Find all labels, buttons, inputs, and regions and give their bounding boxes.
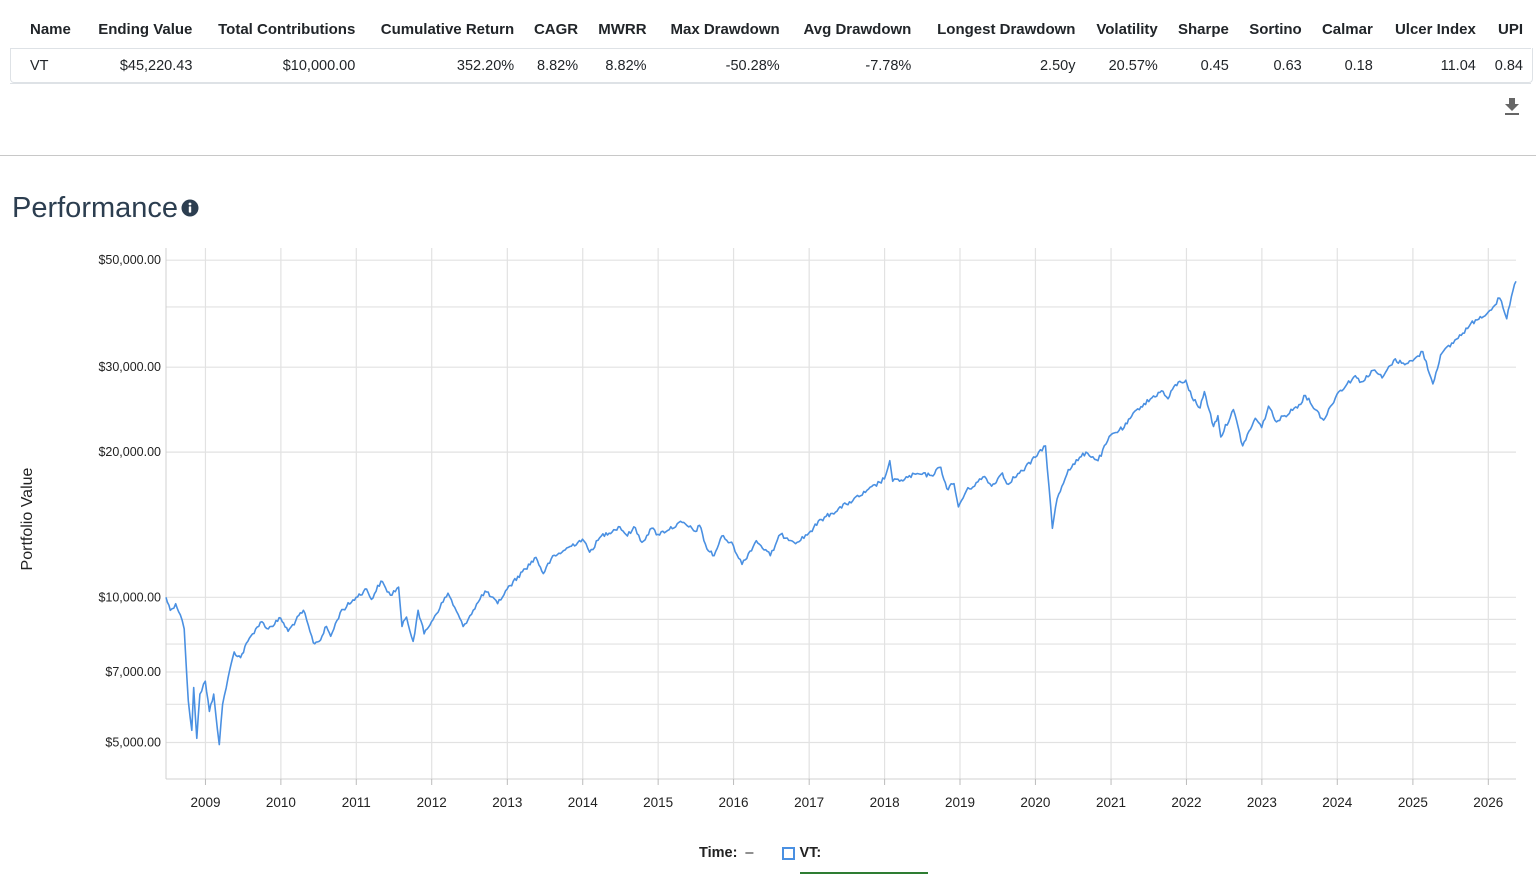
cell-cagr: 8.82% [522,48,587,84]
column-header-mwrr[interactable]: MWRR [586,10,655,49]
info-icon [181,199,199,217]
section-title: Performance [12,192,179,224]
x-tick-label: 2009 [190,795,220,810]
metrics-table: Name Ending Value Total Contributions Cu… [10,10,1531,84]
x-tick-label: 2014 [568,795,599,810]
x-tick-label: 2016 [719,795,749,810]
x-tick-label: 2015 [643,795,673,810]
download-button[interactable] [1500,95,1524,119]
x-tick-label: 2026 [1473,795,1503,810]
cell-avg-drawdown: -7.78% [787,48,920,84]
x-tick-label: 2022 [1171,795,1201,810]
cell-cumulative-return: 352.20% [363,48,523,84]
cell-ulcer-index: 11.04 [1380,48,1484,84]
column-header-ulcer-index[interactable]: Ulcer Index [1380,10,1484,49]
cell-name: VT [10,48,84,84]
column-header-cagr[interactable]: CAGR [522,10,587,49]
legend-series-label: VT: [799,845,822,861]
column-header-longest-drawdown[interactable]: Longest Drawdown [919,10,1084,49]
cell-sharpe: 0.45 [1165,48,1237,84]
x-tick-label: 2013 [492,795,522,810]
chart-series [165,280,1517,746]
download-icon [1505,98,1519,115]
y-tick-label: $50,000.00 [98,253,161,267]
column-header-cumulative-return[interactable]: Cumulative Return [363,10,523,49]
column-header-ending-value[interactable]: Ending Value [83,10,201,49]
x-tick-label: 2024 [1322,795,1353,810]
column-header-sharpe[interactable]: Sharpe [1165,10,1237,49]
x-tick-label: 2017 [794,795,824,810]
chart-legend: Time: – VT: [699,845,821,861]
x-tick-label: 2020 [1020,795,1050,810]
series-line-vt[interactable] [165,280,1517,746]
section-divider [0,155,1536,156]
cell-volatility: 20.57% [1083,48,1166,84]
time-label: Time: [699,845,738,861]
y-tick-label: $20,000.00 [98,445,161,459]
column-header-avg-drawdown[interactable]: Avg Drawdown [787,10,920,49]
column-header-total-contributions[interactable]: Total Contributions [200,10,364,49]
cell-longest-drawdown: 2.50y [919,48,1084,84]
x-tick-label: 2018 [870,795,900,810]
chart-grid [166,248,1516,779]
cell-ending-value: $45,220.43 [83,48,201,84]
column-header-sortino[interactable]: Sortino [1236,10,1310,49]
legend-swatch-vt[interactable] [781,846,795,860]
x-tick-label: 2025 [1398,795,1428,810]
cell-mwrr: 8.82% [586,48,655,84]
y-tick-label: $7,000.00 [105,665,161,679]
column-header-calmar[interactable]: Calmar [1309,10,1381,49]
cell-calmar: 0.18 [1309,48,1381,84]
column-header-name[interactable]: Name [10,10,84,49]
chart-axes: $50,000.00 $30,000.00 $20,000.00 $10,000.00… [98,248,1516,810]
x-tick-label: 2011 [342,795,371,810]
x-tick-label: 2021 [1096,795,1126,810]
y-tick-label: $10,000.00 [98,590,161,604]
x-tick-label: 2023 [1247,795,1277,810]
table-row: VT $45,220.43 $10,000.00 352.20% 8.82% 8… [10,48,1531,84]
cell-sortino: 0.63 [1236,48,1310,84]
column-header-upi[interactable]: UPI [1483,10,1531,49]
x-tick-label: 2010 [266,795,296,810]
column-header-volatility[interactable]: Volatility [1083,10,1166,49]
info-button[interactable] [181,199,199,217]
y-tick-label: $5,000.00 [105,735,161,749]
cell-max-drawdown: -50.28% [654,48,788,84]
cell-upi: 0.84 [1483,48,1531,84]
column-header-max-drawdown[interactable]: Max Drawdown [654,10,788,49]
metrics-header-row: Name Ending Value Total Contributions Cu… [10,10,1531,49]
time-value: – [745,845,754,861]
performance-chart[interactable]: $50,000.00 $30,000.00 $20,000.00 $10,000.00… [0,240,1536,832]
y-axis-title: Portfolio Value [19,467,36,570]
y-tick-label: $30,000.00 [98,360,161,374]
range-indicator [800,872,928,874]
x-tick-label: 2012 [417,795,447,810]
x-tick-label: 2019 [945,795,975,810]
cell-total-contributions: $10,000.00 [200,48,364,84]
